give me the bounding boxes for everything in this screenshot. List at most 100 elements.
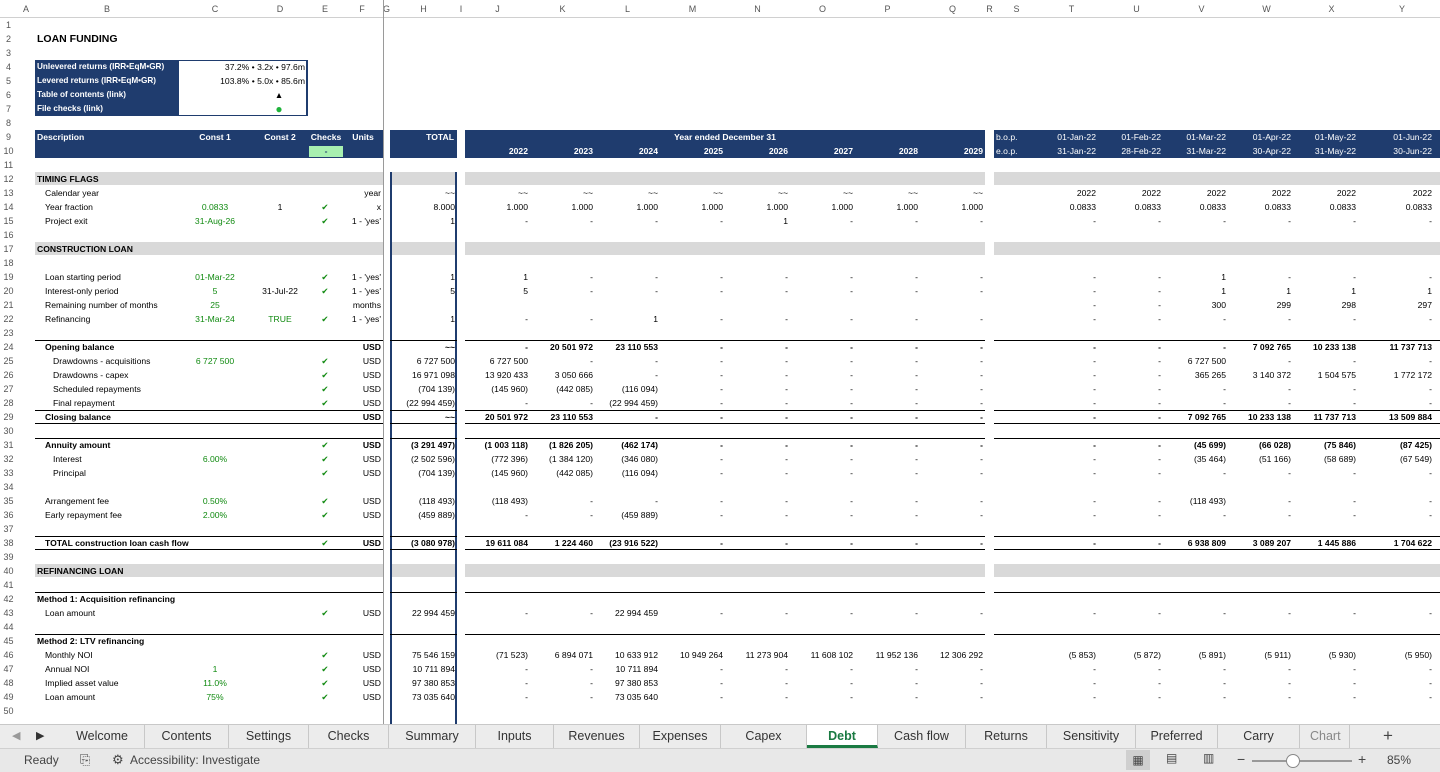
const1-input[interactable]: 31-Mar-24 xyxy=(195,314,235,324)
year-cell[interactable]: - xyxy=(850,412,853,422)
year-cell[interactable]: - xyxy=(915,496,918,506)
total-cell[interactable]: 1 xyxy=(450,314,455,324)
year-cell[interactable]: 10 711 894 xyxy=(615,664,658,674)
month-cell[interactable]: - xyxy=(1353,664,1356,674)
month-cell[interactable]: - xyxy=(1353,356,1356,366)
month-cell[interactable]: (66 028) xyxy=(1258,440,1291,450)
month-cell[interactable]: - xyxy=(1223,678,1226,688)
month-cell[interactable]: - xyxy=(1093,510,1096,520)
spreadsheet-grid[interactable]: A B C D E F G H I J K L M N O P Q R S T U V W X Y 1 2 3 4 5 6 7 8 9 10 11 12… xyxy=(0,0,1440,724)
year-cell[interactable]: - xyxy=(720,468,723,478)
column-header-y[interactable]: Y xyxy=(1364,0,1440,18)
year-cell[interactable]: - xyxy=(915,342,918,352)
const1-input[interactable]: 6 727 500 xyxy=(195,356,235,366)
year-cell[interactable]: 73 035 640 xyxy=(614,692,658,702)
year-cell[interactable]: (462 174) xyxy=(621,440,658,450)
year-cell[interactable]: - xyxy=(785,538,788,548)
month-cell[interactable]: 2022 xyxy=(1336,188,1356,198)
year-cell[interactable]: - xyxy=(720,272,723,282)
month-cell[interactable]: - xyxy=(1353,216,1356,226)
month-cell[interactable]: - xyxy=(1093,300,1096,310)
row-header[interactable]: 50 xyxy=(3,706,14,716)
column-header-a[interactable]: A xyxy=(17,0,35,18)
column-header-q[interactable]: Q xyxy=(920,0,985,18)
month-cell[interactable]: - xyxy=(1093,384,1096,394)
month-cell[interactable]: - xyxy=(1158,468,1161,478)
row-header[interactable]: 19 xyxy=(3,272,14,282)
year-cell[interactable]: - xyxy=(590,314,593,324)
month-cell[interactable]: - xyxy=(1429,608,1432,618)
month-cell[interactable]: - xyxy=(1288,314,1291,324)
year-cell[interactable]: ~~ xyxy=(842,188,853,198)
row-header[interactable]: 10 xyxy=(3,146,14,156)
year-cell[interactable]: - xyxy=(980,356,983,366)
row-header[interactable]: 45 xyxy=(3,636,14,646)
row-header[interactable]: 49 xyxy=(3,692,14,702)
month-cell[interactable]: - xyxy=(1353,314,1356,324)
year-cell[interactable]: - xyxy=(655,412,658,422)
month-cell[interactable]: - xyxy=(1093,496,1096,506)
year-cell[interactable]: (442 085) xyxy=(556,468,593,478)
month-cell[interactable]: - xyxy=(1429,664,1432,674)
units-cell[interactable]: 1 - 'yes' xyxy=(351,216,381,226)
month-cell[interactable]: - xyxy=(1353,510,1356,520)
month-cell[interactable]: - xyxy=(1353,384,1356,394)
month-cell[interactable]: - xyxy=(1353,468,1356,478)
month-cell[interactable]: 300 xyxy=(1211,300,1226,310)
year-cell[interactable]: 1.000 xyxy=(701,202,723,212)
year-cell[interactable]: - xyxy=(525,314,528,324)
year-cell[interactable]: 1.000 xyxy=(571,202,593,212)
row-header[interactable]: 40 xyxy=(3,566,14,576)
month-cell[interactable]: - xyxy=(1288,398,1291,408)
toc-link-icon[interactable]: ▲ xyxy=(274,90,284,100)
zoom-out-icon[interactable]: − xyxy=(1237,751,1246,767)
month-cell[interactable]: - xyxy=(1223,398,1226,408)
row-header[interactable]: 3 xyxy=(5,48,11,58)
year-cell[interactable]: - xyxy=(915,692,918,702)
row-header[interactable]: 47 xyxy=(3,664,14,674)
column-header-g[interactable]: G xyxy=(383,0,390,18)
check-mark-icon[interactable]: ✔ xyxy=(321,650,329,660)
total-cell[interactable]: (459 889) xyxy=(418,510,455,520)
year-cell[interactable]: - xyxy=(590,398,593,408)
total-cell[interactable]: 1 xyxy=(450,272,455,282)
year-cell[interactable]: 11 952 136 xyxy=(875,650,918,660)
year-cell[interactable]: - xyxy=(720,412,723,422)
row-header[interactable]: 11 xyxy=(3,160,14,170)
file-check-icon[interactable]: ● xyxy=(275,102,283,116)
column-header-d[interactable]: D xyxy=(251,0,309,18)
year-cell[interactable]: 1.000 xyxy=(896,202,918,212)
sheet-tab-capex[interactable]: Capex xyxy=(721,725,807,748)
year-cell[interactable]: - xyxy=(785,608,788,618)
year-cell[interactable]: - xyxy=(785,412,788,422)
total-cell[interactable]: 22 994 459 xyxy=(411,608,455,618)
const2-value[interactable]: TRUE xyxy=(268,314,292,324)
year-cell[interactable]: - xyxy=(525,342,528,352)
month-cell[interactable]: (67 549) xyxy=(1399,454,1432,464)
select-all-corner[interactable] xyxy=(0,0,17,18)
month-cell[interactable]: - xyxy=(1288,356,1291,366)
accessibility-status[interactable]: Accessibility: Investigate xyxy=(130,753,261,767)
total-cell[interactable]: (118 493) xyxy=(418,496,455,506)
year-cell[interactable]: - xyxy=(655,356,658,366)
year-cell[interactable]: 1 xyxy=(783,216,788,226)
month-cell[interactable]: 10 233 138 xyxy=(1247,412,1291,422)
year-cell[interactable]: - xyxy=(525,608,528,618)
year-cell[interactable]: (71 523) xyxy=(495,650,528,660)
sheet-tab-welcome[interactable]: Welcome xyxy=(60,725,145,748)
check-mark-icon[interactable]: ✔ xyxy=(321,314,329,324)
check-mark-icon[interactable]: ✔ xyxy=(321,692,329,702)
month-cell[interactable]: 13 509 884 xyxy=(1388,412,1432,422)
month-cell[interactable]: 2022 xyxy=(1271,188,1291,198)
year-cell[interactable]: (772 396) xyxy=(491,454,528,464)
zoom-slider[interactable] xyxy=(1252,754,1352,768)
column-header-b[interactable]: B xyxy=(35,0,179,18)
row-header[interactable]: 30 xyxy=(3,426,14,436)
month-cell[interactable]: (5 853) xyxy=(1068,650,1096,660)
year-cell[interactable]: - xyxy=(655,216,658,226)
row-header[interactable]: 29 xyxy=(3,412,14,422)
year-cell[interactable]: - xyxy=(850,664,853,674)
month-cell[interactable]: - xyxy=(1093,454,1096,464)
year-cell[interactable]: - xyxy=(785,370,788,380)
month-cell[interactable]: 6 938 809 xyxy=(1187,538,1226,548)
